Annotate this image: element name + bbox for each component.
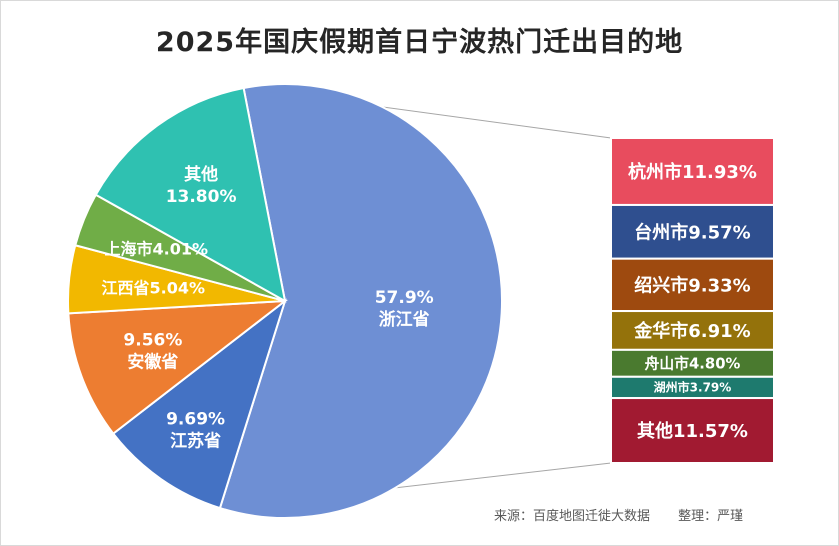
bar-label-1: 杭州市11.93% <box>628 161 757 183</box>
source-text: 来源：百度地图迁徙大数据 <box>494 509 651 524</box>
pie-label-4-value: 江西省5.04% <box>102 278 206 297</box>
pie-slice-6 <box>94 86 287 303</box>
chart-title: 2025年国庆假期首日宁波热门迁出目的地 <box>155 27 684 58</box>
pie-label-1-value: 57.9% <box>375 288 434 308</box>
pie-slice-1 <box>218 83 503 519</box>
bar-segment-1 <box>610 137 775 206</box>
bar-label-5: 舟山市4.80% <box>645 355 741 373</box>
bar-label-4: 金华市6.91% <box>633 320 750 342</box>
bar-segment-7 <box>610 397 775 464</box>
bar-segment-2 <box>610 203 775 260</box>
pie-label-5-value: 上海市4.01% <box>105 240 209 259</box>
pie-label-2-value: 9.69% <box>166 409 225 429</box>
author-text: 整理：严瑾 <box>678 509 744 524</box>
pie-label-6-value: 13.80% <box>166 187 237 207</box>
pie-label-3-value: 9.56% <box>123 330 182 350</box>
bar-segment-3 <box>610 257 775 313</box>
pie-label-2-name: 江苏省 <box>170 430 221 451</box>
pie-label-3-name: 安徽省 <box>127 351 178 372</box>
pie-label-6-name: 其他 <box>184 164 218 185</box>
pie-label-1-name: 浙江省 <box>379 309 430 330</box>
bar-segment-4 <box>610 310 775 351</box>
pie-slice-3 <box>67 299 289 436</box>
pie-slice-2 <box>111 298 287 510</box>
bar-label-2: 台州市9.57% <box>634 221 750 243</box>
bar-label-6: 湖州市3.79% <box>654 380 732 395</box>
bar-label-3: 绍兴市9.33% <box>634 274 750 296</box>
bar-label-7: 其他11.57% <box>637 420 748 442</box>
footer: 来源：百度地图迁徙大数据 整理：严瑾 <box>494 505 767 524</box>
